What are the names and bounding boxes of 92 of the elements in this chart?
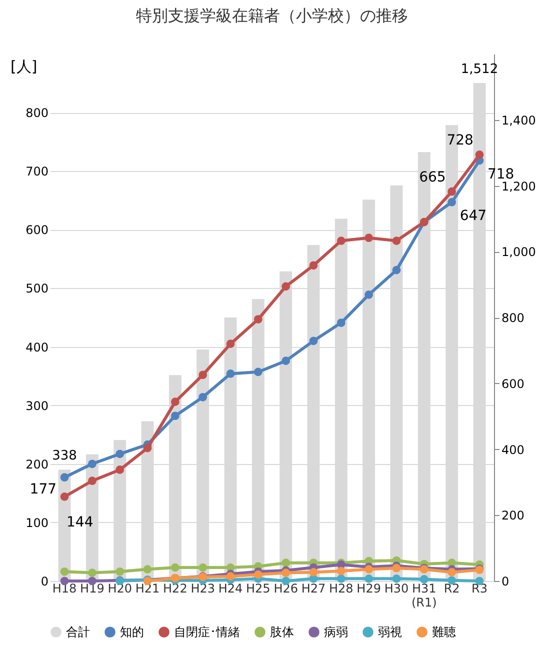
point: [254, 315, 262, 324]
x-tick-label: H19: [80, 582, 104, 596]
point: [226, 370, 235, 378]
y2-tick-label: 400: [502, 442, 524, 457]
point: [336, 566, 346, 576]
point: [309, 336, 318, 346]
legend-label: 合計: [66, 625, 90, 640]
x-tick-label: H31(R1): [411, 582, 437, 610]
x-tick-label: H18: [52, 582, 77, 596]
point: [170, 398, 180, 406]
data-label: 647: [460, 208, 487, 224]
point: [448, 568, 456, 576]
point: [198, 563, 208, 572]
y-tick-label: 500: [26, 282, 48, 296]
x-tick-label: H29: [356, 582, 381, 596]
point: [60, 567, 69, 576]
legend-label: 弱視: [378, 625, 402, 640]
point: [448, 198, 456, 206]
data-label: 728: [446, 132, 474, 149]
x-tick-label: H24: [218, 582, 243, 596]
x-tick-label: H25: [246, 582, 270, 596]
point: [336, 236, 346, 245]
point: [254, 368, 262, 376]
point: [226, 572, 235, 580]
point: [116, 466, 124, 474]
y2-tick-label: 200: [502, 508, 524, 523]
y2-tick-label: 0: [502, 574, 510, 588]
legend-label: 自閉症･情緒: [174, 625, 240, 640]
point: [116, 567, 124, 576]
y-tick-label: 400: [26, 340, 48, 354]
point: [475, 150, 484, 159]
x-tick-label: H28: [329, 582, 354, 596]
point: [364, 574, 374, 583]
data-label: 144: [66, 514, 94, 531]
legend-label: 肢体: [270, 625, 294, 640]
legend-label: 知的: [120, 625, 144, 640]
point: [282, 282, 290, 291]
point: [282, 558, 290, 568]
y-axis-title: [人]: [10, 58, 38, 76]
point: [143, 565, 152, 574]
chart-title: 特別支援学級在籍者（小学校）の推移: [136, 6, 408, 25]
point: [420, 575, 428, 584]
y-tick-label: 800: [26, 106, 48, 120]
y2-tick-label: 600: [502, 376, 524, 391]
point: [226, 340, 235, 348]
x-tick-label: H27: [301, 582, 326, 596]
y-tick-label: 600: [26, 223, 48, 238]
point: [198, 370, 208, 380]
point: [392, 266, 401, 274]
x-tick-label: H23: [190, 582, 215, 596]
point: [116, 450, 124, 458]
y2-tick-label: 1,000: [502, 245, 536, 260]
point: [336, 574, 346, 583]
point: [88, 568, 96, 577]
point: [282, 568, 290, 577]
y-tick-label: 0: [40, 574, 48, 588]
point: [88, 460, 96, 468]
point: [198, 392, 208, 402]
y2-tick-label: 1,400: [502, 113, 536, 128]
y-tick-label: 100: [26, 516, 48, 530]
x-tick-label: H22: [163, 582, 188, 596]
point: [448, 187, 456, 196]
y2-tick-label: 800: [502, 311, 524, 325]
data-label: 177: [30, 481, 57, 498]
point: [392, 564, 401, 572]
y-tick-label: 300: [26, 398, 48, 413]
point: [392, 574, 401, 583]
y-tick-label: 700: [26, 164, 48, 179]
point: [254, 570, 262, 579]
data-label: 338: [52, 448, 77, 464]
legend-label: 病弱: [324, 625, 348, 640]
point: [364, 234, 374, 242]
point: [60, 492, 69, 501]
point: [364, 290, 374, 299]
point: [88, 476, 96, 486]
point: [143, 444, 152, 452]
y-tick-label: 200: [26, 457, 48, 472]
point: [170, 563, 180, 572]
point: [309, 568, 318, 576]
point: [309, 261, 318, 270]
point: [392, 236, 401, 245]
x-tick-label: R3: [471, 582, 488, 596]
point: [60, 473, 69, 482]
data-label: 1,512: [460, 62, 498, 77]
data-label: 665: [419, 170, 446, 186]
point: [336, 318, 346, 327]
x-tick-label: H30: [384, 582, 409, 596]
legend-label: 難聴: [432, 625, 456, 640]
point: [282, 356, 290, 366]
x-tick-label: R2: [444, 582, 460, 596]
point: [170, 412, 180, 420]
point: [364, 565, 374, 574]
